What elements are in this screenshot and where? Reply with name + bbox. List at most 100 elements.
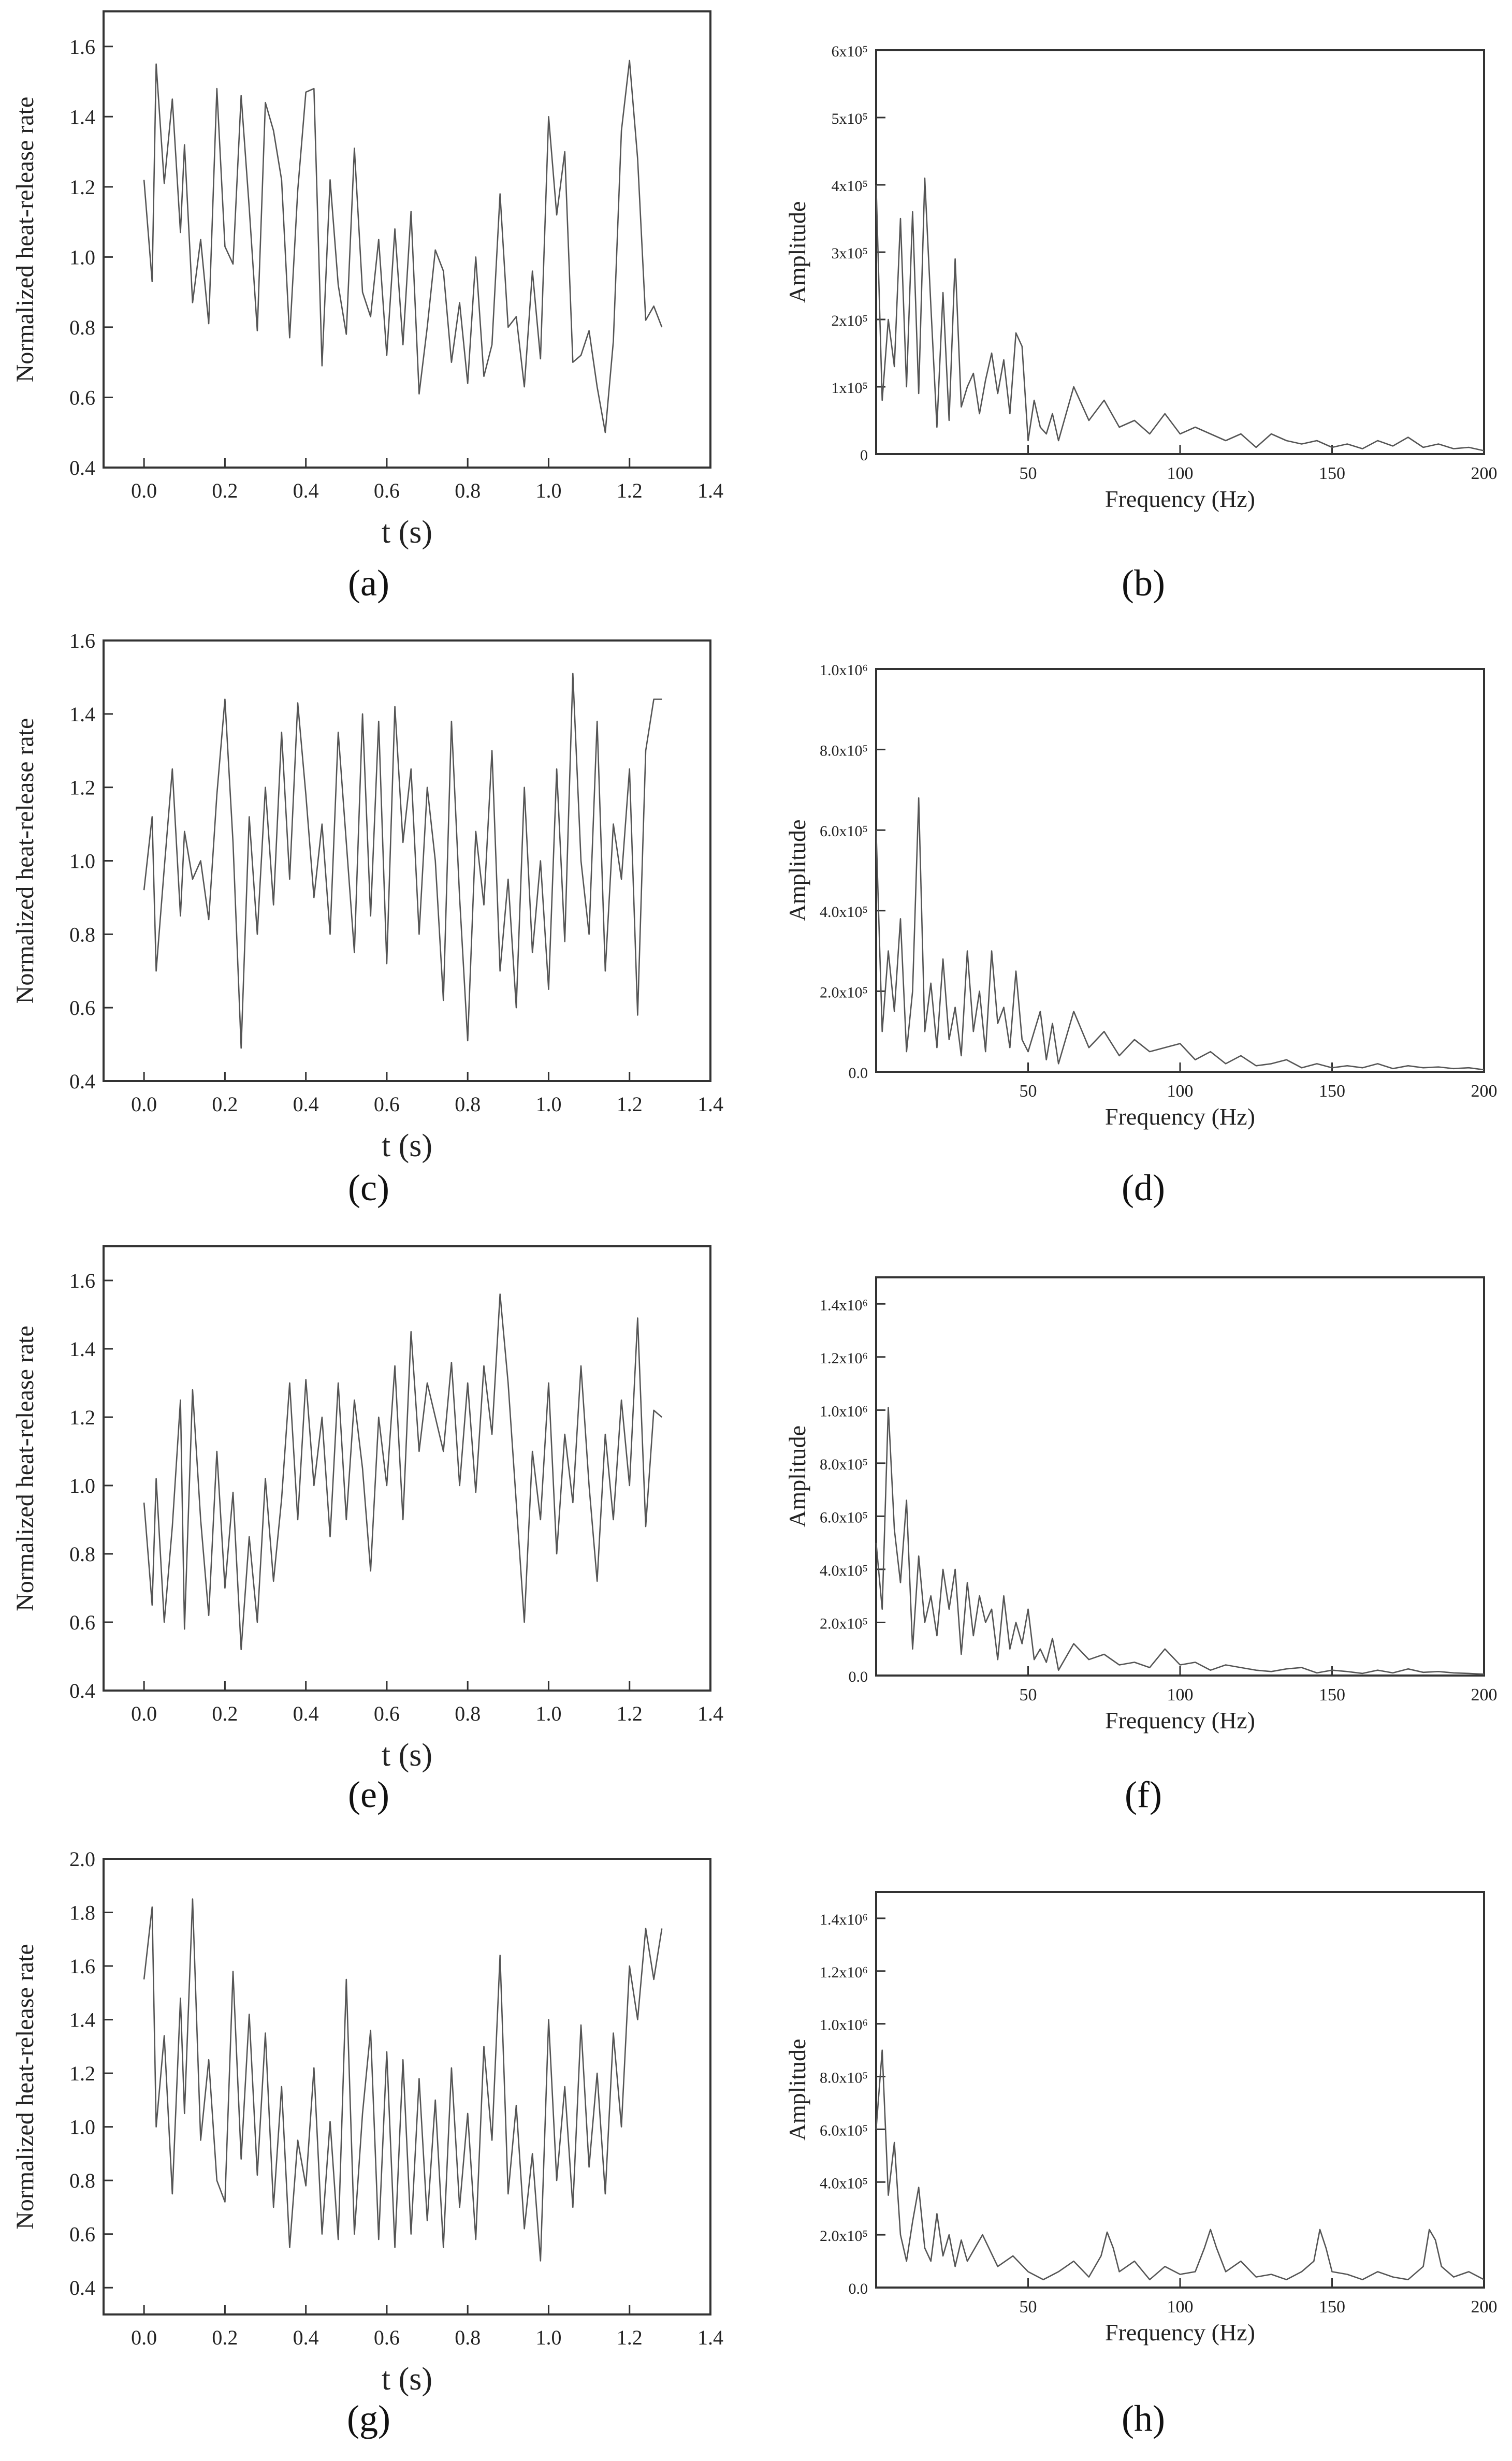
x-tick-label: 0.6: [374, 1093, 400, 1116]
x-tick-label: 0.6: [374, 479, 400, 502]
y-tick-label: 1.2x10⁶: [820, 1350, 868, 1367]
series-line: [143, 1898, 663, 2262]
y-tick-label: 0.6: [69, 1611, 95, 1634]
x-tick-label: 1.0: [535, 1093, 561, 1116]
y-axis-label: Normalized heat-release rate: [11, 1326, 39, 1611]
y-axis-label: Amplitude: [784, 2039, 810, 2141]
y-tick-label: 2.0: [69, 1847, 95, 1871]
x-tick-label: 1.0: [535, 1702, 561, 1725]
x-tick-label: 0.0: [131, 2326, 157, 2349]
x-tick-label: 1.4: [697, 479, 723, 502]
x-tick-label: 100: [1167, 464, 1194, 483]
y-axis-label: Normalized heat-release rate: [11, 1944, 39, 2230]
x-axis-label: Frequency (Hz): [1105, 486, 1255, 512]
x-tick-label: 0.8: [455, 479, 481, 502]
series-line: [875, 2049, 1485, 2281]
series-line: [875, 1406, 1485, 1675]
y-tick-label: 0.8: [69, 2169, 95, 2192]
x-tick-label: 1.4: [697, 1093, 723, 1116]
y-tick-label: 1.4x10⁶: [820, 1297, 868, 1314]
y-tick-label: 0.8: [69, 1542, 95, 1566]
y-tick-label: 0.0: [849, 1065, 868, 1082]
panel-label: (f): [1125, 1774, 1162, 1815]
y-tick-label: 6x10⁵: [832, 43, 868, 60]
y-tick-label: 1.0x10⁶: [820, 662, 868, 679]
y-tick-label: 0.8: [69, 923, 95, 946]
x-tick-label: 1.4: [697, 2326, 723, 2349]
chart-panel-h: 50 100 150 200 0.0 2.0x10⁵ 4.0x10⁵ 6.0x10⁵ 8.0x1…: [784, 1891, 1498, 2439]
panel-label: (g): [347, 2398, 390, 2439]
y-tick-label: 4.0x10⁵: [820, 904, 868, 921]
y-tick-label: 1.2: [69, 176, 95, 199]
y-tick-label: 1.0x10⁶: [820, 1403, 868, 1420]
y-tick-label: 3x10⁵: [832, 245, 868, 262]
x-tick-label: 0.8: [455, 2326, 481, 2349]
plot-frame: [103, 10, 711, 469]
x-axis-label: t (s): [382, 1128, 432, 1163]
panel-label: (c): [348, 1167, 389, 1208]
x-tick-label: 0.4: [293, 479, 319, 502]
x-tick-label: 1.2: [617, 1702, 643, 1725]
panel-label: (h): [1122, 2398, 1165, 2439]
y-tick-label: 1.0x10⁶: [820, 2017, 868, 2034]
y-tick-label: 0.4: [69, 456, 95, 479]
y-tick-label: 1.0: [69, 1474, 95, 1497]
x-axis-label: t (s): [382, 2362, 432, 2397]
x-tick-label: 0.0: [131, 479, 157, 502]
x-axis-label: t (s): [382, 1738, 432, 1773]
x-tick-label: 200: [1471, 2297, 1498, 2317]
series-line: [143, 673, 662, 1049]
x-tick-label: 1.2: [617, 1093, 643, 1116]
panel-label: (d): [1122, 1167, 1165, 1208]
y-tick-label: 8.0x10⁵: [820, 742, 868, 760]
y-tick-label: 1.2: [69, 1406, 95, 1429]
y-tick-label: 0.4: [69, 1679, 95, 1702]
x-tick-label: 150: [1319, 2297, 1345, 2317]
x-tick-label: 0.2: [212, 1702, 238, 1725]
x-axis-label: Frequency (Hz): [1105, 2319, 1255, 2346]
chart-panel-a: 0.0 0.2 0.4 0.6 0.8 1.0 1.2 1.4 0.4 0.6 0.8 1.0 1.2 1…: [11, 10, 723, 604]
x-tick-label: 50: [1020, 464, 1037, 483]
x-tick-label: 0.8: [455, 1093, 481, 1116]
x-tick-label: 0.2: [212, 1093, 238, 1116]
y-tick-label: 8.0x10⁵: [820, 2070, 868, 2087]
x-tick-label: 100: [1167, 2297, 1194, 2317]
x-tick-label: 1.0: [535, 2326, 561, 2349]
y-axis-label: Normalized heat-release rate: [11, 97, 39, 383]
y-tick-label: 1.8: [69, 1901, 95, 1925]
x-tick-label: 0.4: [293, 2326, 319, 2349]
y-tick-label: 1.6: [69, 35, 95, 59]
panel-label: (b): [1122, 562, 1165, 604]
y-tick-label: 2.0x10⁵: [820, 2227, 868, 2245]
x-tick-label: 1.2: [617, 479, 643, 502]
y-tick-label: 5x10⁵: [832, 110, 868, 127]
x-tick-label: 50: [1020, 2297, 1037, 2317]
chart-panel-d: 50 100 150 200 0.0 2.0x10⁵ 4.0x10⁵ 6.0x10⁵ 8.0x1…: [784, 662, 1498, 1208]
x-tick-label: 150: [1319, 1685, 1345, 1705]
y-tick-label: 2x10⁵: [832, 312, 868, 329]
y-tick-label: 1.6: [69, 1269, 95, 1292]
y-tick-label: 1.6: [69, 1955, 95, 1978]
chart-panel-e: 0.0 0.2 0.4 0.6 0.8 1.0 1.2 1.4 0.4 0.6 0.8 1.0 1.2 1…: [11, 1245, 723, 1815]
x-tick-label: 0.4: [293, 1702, 319, 1725]
y-tick-label: 6.0x10⁵: [820, 1509, 868, 1526]
y-axis-label: Amplitude: [784, 201, 810, 303]
y-tick-label: 1.4: [69, 1337, 95, 1361]
y-tick-label: 1.2: [69, 2062, 95, 2085]
y-tick-label: 0.8: [69, 316, 95, 339]
y-axis-label: Amplitude: [784, 1425, 810, 1527]
x-tick-label: 0.6: [374, 2326, 400, 2349]
x-tick-label: 1.0: [535, 479, 561, 502]
series-line: [143, 1293, 663, 1651]
panels: 0.0 0.2 0.4 0.6 0.8 1.0 1.2 1.4 0.4 0.6 0.8 1.0 1.2 1…: [11, 10, 1498, 2439]
panel-label: (a): [348, 562, 389, 604]
x-tick-label: 0.6: [374, 1702, 400, 1725]
x-tick-label: 50: [1020, 1082, 1037, 1101]
x-tick-label: 200: [1471, 464, 1498, 483]
y-tick-label: 0.0: [849, 1668, 868, 1685]
x-tick-label: 100: [1167, 1082, 1194, 1101]
x-tick-label: 0.2: [212, 2326, 238, 2349]
series-line: [143, 60, 663, 433]
y-tick-label: 0.6: [69, 2223, 95, 2246]
